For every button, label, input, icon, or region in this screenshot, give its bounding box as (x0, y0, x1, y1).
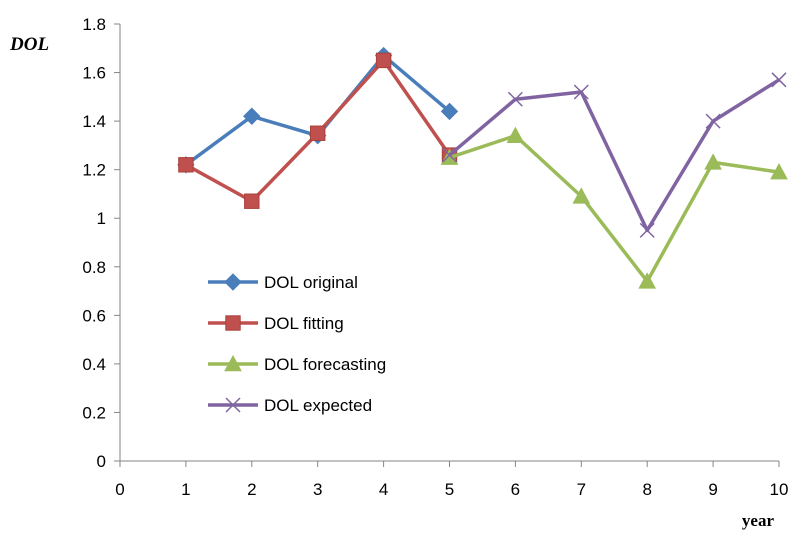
data-point-stroke (507, 91, 523, 107)
x-tick-label: 2 (247, 480, 256, 499)
x-tick-label: 1 (181, 480, 190, 499)
data-point (638, 272, 657, 289)
series-dol-forecasting (440, 126, 788, 289)
legend-item: DOL fitting (208, 314, 344, 333)
data-point (441, 147, 458, 163)
x-axis-title: year (742, 511, 775, 530)
series-line (448, 78, 780, 233)
x-tick-label: 8 (642, 480, 651, 499)
x-tick-label: 3 (313, 480, 322, 499)
data-point (244, 193, 260, 209)
data-point (770, 163, 788, 180)
data-point (572, 187, 591, 204)
series-dol-original (177, 46, 459, 174)
data-point (224, 354, 242, 372)
axes: 0 0.2 0.4 0.6 0.8 1 1.2 1.4 1.6 1.8 0 1 2 3 4 5 6 7 8 9 10 (82, 15, 788, 499)
y-tick-label: 1.2 (82, 161, 106, 180)
data-point (573, 84, 589, 100)
legend-label: DOL fitting (264, 314, 344, 333)
x-tick-label: 9 (708, 480, 717, 499)
legend-label: DOL original (264, 273, 358, 292)
data-point (639, 222, 655, 238)
x-tick-label: 0 (115, 480, 124, 499)
data-point-stroke (639, 222, 655, 238)
data-point (225, 315, 241, 331)
y-tick-label: 0.6 (82, 306, 106, 325)
series-line (184, 53, 451, 167)
y-tick-label: 0.2 (82, 403, 106, 422)
data-point (440, 102, 459, 121)
x-tick-label: 7 (577, 480, 586, 499)
data-point (310, 125, 326, 141)
data-point (771, 72, 787, 88)
series-line (448, 133, 780, 284)
legend: DOL original DOL fitting DOL forecasting DO… (208, 273, 386, 415)
data-point (178, 157, 194, 173)
data-point (375, 52, 392, 69)
legend-label: DOL forecasting (264, 355, 386, 374)
y-tick-label: 1.4 (82, 112, 106, 131)
data-point-stroke (705, 113, 721, 129)
data-point (506, 126, 525, 143)
series-group (177, 46, 788, 289)
y-tick-label: 1.6 (82, 64, 106, 83)
legend-item: DOL expected (208, 396, 372, 415)
data-point-stroke (441, 147, 458, 163)
x-tick-label: 6 (511, 480, 520, 499)
x-tick-label: 5 (445, 480, 454, 499)
data-point (224, 273, 242, 291)
data-point (704, 153, 722, 170)
y-tick-label: 0.4 (82, 355, 106, 374)
x-tick-label: 10 (770, 480, 789, 499)
legend-item: DOL forecasting (208, 354, 386, 374)
data-point (243, 107, 261, 125)
y-tick-label: 1.8 (82, 15, 106, 34)
data-point (225, 397, 241, 413)
data-point-stroke (225, 397, 241, 413)
y-tick-label: 0.8 (82, 258, 106, 277)
data-point-stroke (573, 84, 589, 100)
data-point (705, 113, 721, 129)
y-axis-title: DOL (9, 34, 49, 55)
x-tick-label: 4 (379, 480, 388, 499)
series-dol-fitting (178, 52, 458, 209)
data-point (507, 91, 523, 107)
legend-label: DOL expected (264, 396, 372, 415)
y-tick-label: 0 (97, 452, 106, 471)
legend-item: DOL original (208, 273, 358, 292)
data-point-stroke (771, 72, 787, 88)
y-tick-label: 1 (97, 209, 106, 228)
data-point (440, 148, 459, 165)
series-dol-expected (441, 72, 787, 238)
